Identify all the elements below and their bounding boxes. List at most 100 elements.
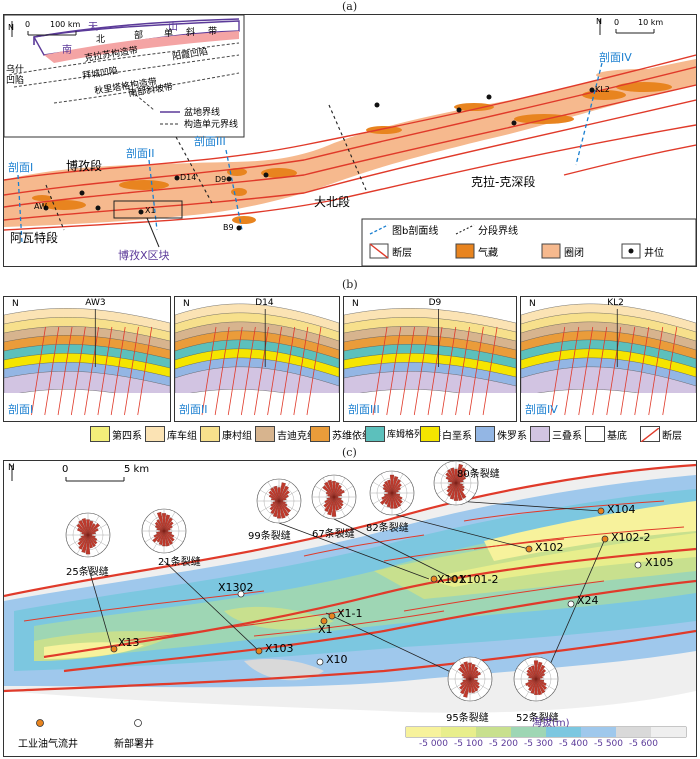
- section-north: N: [12, 299, 19, 309]
- section-north: N: [529, 299, 536, 309]
- well-x101: X101: [437, 573, 466, 586]
- legend-label: 康村组: [222, 431, 252, 442]
- colorbar-segment: [581, 727, 616, 737]
- colorbar-segment: [476, 727, 511, 737]
- colorbar-tick: -5 100: [454, 739, 484, 749]
- rose-diagram: [141, 508, 187, 554]
- section-well-label: KL2: [607, 298, 624, 308]
- rose-diagram: [256, 478, 302, 524]
- legend-well: 井位: [644, 248, 664, 259]
- rose-count-label: 21条裂缝: [158, 557, 201, 568]
- colorbar-tick: -5 600: [629, 739, 659, 749]
- section-north: N: [352, 299, 359, 309]
- well-x13: X13: [118, 636, 140, 649]
- legend-swatch: [420, 426, 440, 442]
- main-scale-zero: 0: [614, 18, 620, 27]
- c-scale-zero: 0: [62, 464, 69, 475]
- section-panel-1: N AW3 剖面I: [3, 296, 171, 422]
- section-well-label: D14: [255, 298, 274, 308]
- map-a-canvas: [4, 15, 696, 266]
- section-label-1: 剖面I: [8, 161, 34, 174]
- legend-swatch: [530, 426, 550, 442]
- inset-scale-label: 100 km: [50, 20, 81, 29]
- c-scale-label: 5 km: [124, 464, 150, 475]
- panel-label-a: (a): [342, 0, 358, 13]
- legend-gas: 气藏: [478, 248, 498, 259]
- inset-scale-zero: 0: [25, 20, 31, 29]
- legend-swatch: [255, 426, 275, 442]
- colorbar-tick: -5 300: [524, 739, 554, 749]
- well-x1: X1: [145, 206, 156, 215]
- inset-tian: 天: [88, 22, 98, 33]
- well-x1: X1: [318, 623, 333, 636]
- colorbar-segment: [546, 727, 581, 737]
- legend-label: 白垩系: [442, 431, 472, 442]
- map-c-canvas: [4, 463, 696, 738]
- well-x105: X105: [645, 556, 674, 569]
- section-label: 剖面I: [8, 403, 34, 416]
- panel-label-c: (c): [342, 446, 357, 459]
- colorbar-segment: [406, 727, 441, 737]
- segment-bozi: 博孜段: [66, 159, 103, 173]
- colorbar-tick: -5 400: [559, 739, 589, 749]
- legend-label: 第四系: [112, 431, 142, 442]
- inset-legend-unit: 构造单元界线: [184, 120, 239, 130]
- section-label-4: 剖面IV: [599, 51, 632, 64]
- main-scale-label: 10 km: [638, 18, 664, 27]
- inset-xie: 斜: [186, 28, 196, 38]
- section-label: 剖面IV: [525, 403, 558, 416]
- elevation-title: 海拔(m): [532, 718, 570, 729]
- segment-awate: 阿瓦特段: [10, 231, 59, 245]
- colorbar-segment: [616, 727, 651, 737]
- map-a: N 0 100 km 天 山 南 北 部 单 斜 带 克拉苏构造带 拜城凹陷 秋…: [3, 14, 697, 267]
- map-c: 25条裂缝 21条裂缝 99条裂缝 67条裂缝 82条裂缝 80条裂缝 95条裂缝 52条裂缝…: [3, 460, 697, 757]
- segment-dabei: 大北段: [314, 195, 351, 209]
- colorbar-segment: [651, 727, 686, 737]
- well-b9: B9: [223, 223, 234, 232]
- legend-new-well: 新部署井: [114, 739, 154, 750]
- legend-trap: 圈闭: [564, 248, 584, 259]
- well-d9: D9: [215, 175, 227, 184]
- well-x1302: X1302: [218, 581, 254, 594]
- well-d14: D14: [180, 173, 197, 182]
- legend-swatch: [365, 426, 385, 442]
- well-kl2: KL2: [595, 85, 610, 94]
- inset-north: N: [8, 23, 14, 32]
- rose-diagram: [311, 474, 357, 520]
- section-north: N: [183, 299, 190, 309]
- section-panel-4: N KL2 剖面IV: [520, 296, 697, 422]
- legend-fault: 断层: [392, 248, 412, 259]
- segment-kela: 克拉-克深段: [471, 175, 536, 189]
- section-well-label: AW3: [85, 298, 106, 308]
- panel-label-b: (b): [342, 278, 358, 291]
- well-x102: X102: [535, 541, 564, 554]
- well-x104: X104: [607, 503, 636, 516]
- rose-diagram: [369, 470, 415, 516]
- elevation-colorbar: [406, 727, 686, 737]
- legend-label: 三叠系: [552, 431, 582, 442]
- section-legend: 第四系 库车组 康村组 吉迪克组 苏维依组 库姆格列木群 白垩系 侏罗系 三叠系 基底 断层: [90, 426, 690, 446]
- legend-label: 库车组: [167, 431, 197, 442]
- legend-swatch: [475, 426, 495, 442]
- rose-count-label: 80条裂缝: [457, 469, 500, 480]
- legend-swatch: [145, 426, 165, 442]
- colorbar-tick: -5 200: [489, 739, 519, 749]
- inset-shan: 山: [168, 22, 178, 33]
- legend-swatch: [310, 426, 330, 442]
- inset-legend-basin: 盆地界线: [184, 108, 221, 118]
- colorbar-segment: [441, 727, 476, 737]
- section-label-2: 剖面II: [126, 147, 155, 160]
- inset-nan: 南: [62, 45, 72, 56]
- legend-label: 吉迪克组: [277, 431, 317, 442]
- rose-diagram: [65, 512, 111, 558]
- legend-industrial-well: 工业油气流井: [18, 739, 78, 750]
- legend-swatch: [90, 426, 110, 442]
- rose-diagram: [433, 461, 479, 506]
- inset-dai: 带: [208, 27, 218, 37]
- legend-label: 基底: [607, 431, 627, 442]
- section-panel-3: N D9 剖面III: [343, 296, 517, 422]
- inset-bu: 部: [134, 31, 144, 41]
- colorbar-tick: -5 000: [419, 739, 449, 749]
- section-label: 剖面III: [348, 403, 380, 416]
- section-label: 剖面II: [179, 403, 208, 416]
